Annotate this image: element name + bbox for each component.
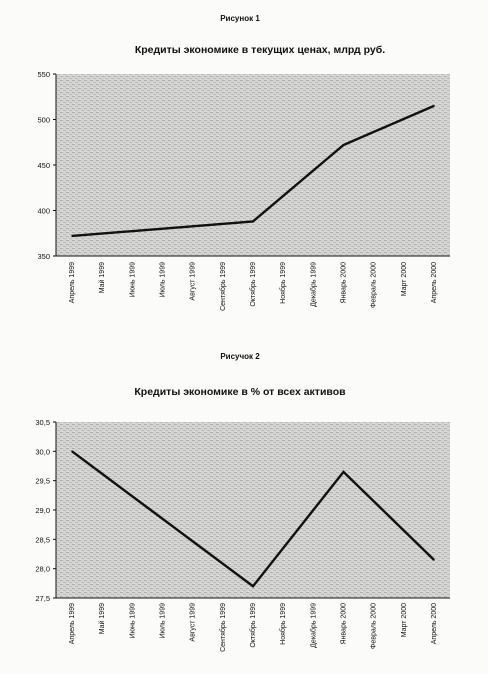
chart-2-title: Кредиты экономике в % от всех активов xyxy=(134,386,346,398)
x-tick-label: Март 2000 xyxy=(401,262,408,296)
x-tick-label: Апрель 1999 xyxy=(69,603,76,644)
x-tick-label: Октябрь 1999 xyxy=(249,603,257,648)
x-tick-label: Август 1999 xyxy=(190,262,197,301)
x-tick-label: Март 2000 xyxy=(401,603,408,637)
data-point xyxy=(342,471,345,473)
x-tick-label: Июль 1999 xyxy=(160,603,167,638)
x-tick-label: Июль 1999 xyxy=(160,262,167,297)
y-tick-label: 30,0 xyxy=(35,447,50,456)
y-tick-label: 29,0 xyxy=(35,506,50,515)
chart-1-title: Кредиты экономике в текущих ценах, млрд … xyxy=(134,44,386,56)
y-tick-label: 400 xyxy=(37,207,50,216)
x-tick-label: Январь 2000 xyxy=(341,262,348,304)
y-tick-label: 450 xyxy=(37,161,50,170)
plot-area xyxy=(56,74,450,256)
y-tick-label: 550 xyxy=(37,70,50,79)
series-line xyxy=(71,104,435,238)
x-tick-label: Январь 2000 xyxy=(341,603,348,645)
x-tick-label: Декабрь 1999 xyxy=(309,603,317,648)
x-tick-label: Май 1999 xyxy=(98,603,106,634)
series-line xyxy=(71,450,435,588)
figure-1-caption: Рисунок 1 xyxy=(220,14,260,23)
data-point xyxy=(71,450,73,453)
y-tick-label: 27,5 xyxy=(35,594,50,603)
x-tick-label: Декабрь 1999 xyxy=(309,262,317,307)
y-tick-label: 29,5 xyxy=(35,477,50,486)
x-tick-label: Апрель 2000 xyxy=(431,262,438,303)
data-point xyxy=(71,235,73,237)
x-tick-label: Октябрь 1999 xyxy=(249,262,257,307)
y-tick-label: 28,0 xyxy=(35,565,50,574)
x-tick-label: Сентябрь 1999 xyxy=(219,603,227,652)
data-point xyxy=(433,559,435,561)
x-tick-label: Май 1999 xyxy=(98,262,106,293)
y-tick-label: 28,5 xyxy=(35,535,50,544)
data-point xyxy=(433,105,435,107)
y-tick-label: 350 xyxy=(37,252,50,261)
y-tick-label: 30,5 xyxy=(35,418,50,427)
x-tick-label: Июнь 1999 xyxy=(129,603,136,638)
x-tick-label: Июнь 1999 xyxy=(129,262,136,297)
x-tick-label: Ноябрь 1999 xyxy=(279,603,287,645)
x-tick-label: Февраль 2000 xyxy=(371,262,378,308)
x-tick-label: Сентябрь 1999 xyxy=(219,262,227,311)
figure-2-caption: Рисучок 2 xyxy=(220,352,260,361)
plot-area xyxy=(56,422,450,598)
chart-1: 350 400 450 500 550 Апрель 1999 Май 1999 Июнь 1… xyxy=(37,70,450,311)
y-tick-label: 500 xyxy=(37,116,50,125)
x-tick-label: Апрель 1999 xyxy=(69,262,76,303)
x-tick-label: Август 1999 xyxy=(190,603,197,642)
x-tick-label: Февраль 2000 xyxy=(371,603,378,649)
data-point xyxy=(342,144,345,146)
x-tick-label: Ноябрь 1999 xyxy=(279,262,287,304)
chart-2: 27,5 28,0 28,5 29,0 29,5 30,0 30,5 Апрель 1999 М… xyxy=(35,418,450,652)
data-point xyxy=(252,220,254,223)
x-tick-label: Апрель 2000 xyxy=(431,603,438,644)
data-point xyxy=(252,585,254,588)
